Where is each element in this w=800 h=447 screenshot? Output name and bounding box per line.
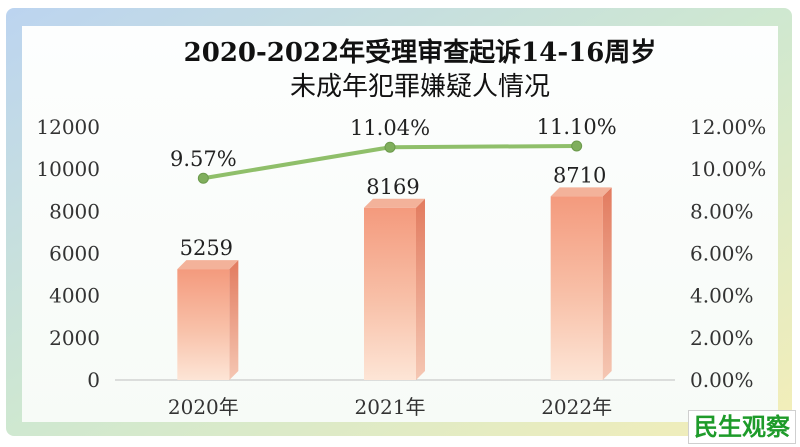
x-tick-label: 2022年 bbox=[541, 395, 612, 419]
y-left-tick-label: 8000 bbox=[49, 199, 100, 223]
y-left-tick-label: 12000 bbox=[36, 115, 100, 139]
bar-group bbox=[177, 260, 239, 380]
y-left-tick-label: 2000 bbox=[49, 326, 100, 350]
x-tick-label: 2021年 bbox=[355, 395, 426, 419]
watermark-stamp: 民生观察 bbox=[688, 410, 796, 444]
bar-value-label: 8169 bbox=[366, 175, 419, 199]
y-right-tick-label: 2.00% bbox=[690, 326, 754, 350]
x-tick-label: 2020年 bbox=[168, 395, 239, 419]
line-point bbox=[384, 141, 396, 153]
bar bbox=[177, 269, 230, 380]
y-left-tick-label: 0 bbox=[87, 368, 100, 392]
bar bbox=[364, 207, 416, 380]
bar-value-label: 5259 bbox=[180, 236, 233, 260]
bar-top bbox=[550, 187, 612, 197]
chart-title-line-1: 2020-2022年受理审查起诉14-16周岁 bbox=[183, 38, 657, 68]
line-point bbox=[197, 172, 209, 184]
line-value-label: 9.57% bbox=[170, 147, 237, 171]
bar-group bbox=[364, 198, 425, 380]
chart-title: 2020-2022年受理审查起诉14-16周岁 未成年犯罪嫌疑人情况 bbox=[150, 36, 690, 104]
y-right-tick-label: 8.00% bbox=[690, 199, 754, 223]
y-right-tick-label: 0.00% bbox=[690, 368, 754, 392]
line-value-label: 11.04% bbox=[350, 116, 430, 140]
line-value-label: 11.10% bbox=[537, 115, 617, 139]
bar-top bbox=[364, 198, 425, 208]
chart-title-line-2: 未成年犯罪嫌疑人情况 bbox=[289, 72, 550, 102]
bar-top bbox=[177, 260, 239, 270]
bar-side bbox=[229, 260, 239, 380]
bar-group bbox=[550, 187, 612, 380]
bar-side bbox=[416, 198, 425, 380]
y-left-tick-label: 4000 bbox=[49, 284, 100, 308]
y-right-tick-label: 12.00% bbox=[690, 115, 766, 139]
y-right-tick-label: 6.00% bbox=[690, 242, 754, 266]
bar-side bbox=[602, 187, 612, 380]
y-left-tick-label: 6000 bbox=[49, 242, 100, 266]
bar bbox=[550, 196, 603, 380]
bar-value-label: 8710 bbox=[553, 163, 606, 187]
line-point bbox=[571, 140, 583, 152]
y-right-tick-label: 10.00% bbox=[690, 157, 766, 181]
y-right-tick-label: 4.00% bbox=[690, 284, 754, 308]
y-left-tick-label: 10000 bbox=[36, 157, 100, 181]
